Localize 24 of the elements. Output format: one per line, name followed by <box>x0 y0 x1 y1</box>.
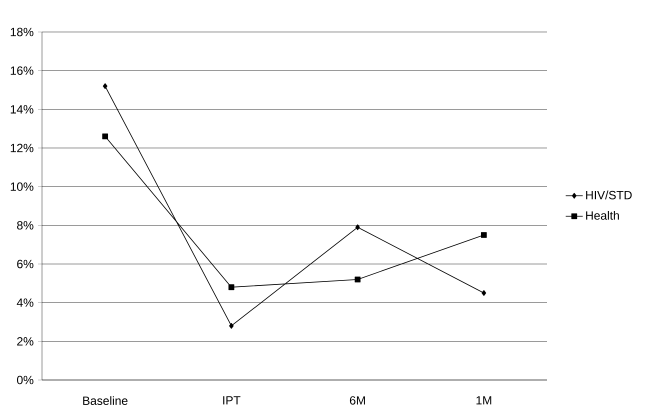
legend-label: Health <box>586 211 619 220</box>
x-tick-label: IPT <box>223 396 240 404</box>
point <box>354 276 361 282</box>
point <box>102 83 108 90</box>
point <box>482 290 486 296</box>
y-tick-label: 18% <box>10 28 34 36</box>
point <box>228 284 234 290</box>
y-tick-label: 14% <box>10 105 34 114</box>
y-tick-label: 10% <box>10 182 34 191</box>
y-tick-label: 4% <box>16 298 34 307</box>
y-tick-label: 12% <box>10 144 34 152</box>
x-tick-label: Baseline <box>83 396 128 405</box>
y-tick-label: 6% <box>17 260 34 268</box>
point <box>355 224 360 230</box>
point <box>480 232 487 238</box>
x-tick-label: 6M <box>350 396 365 405</box>
y-tick-label: 16% <box>10 66 34 75</box>
point <box>229 322 234 329</box>
x-tick-label: 1M <box>476 396 492 404</box>
y-tick-label: 2% <box>17 337 34 346</box>
point <box>102 134 108 140</box>
y-tick-label: 0% <box>17 376 34 384</box>
y-tick-label: 8% <box>17 221 34 230</box>
legend-label: HIV/STD <box>586 190 632 200</box>
